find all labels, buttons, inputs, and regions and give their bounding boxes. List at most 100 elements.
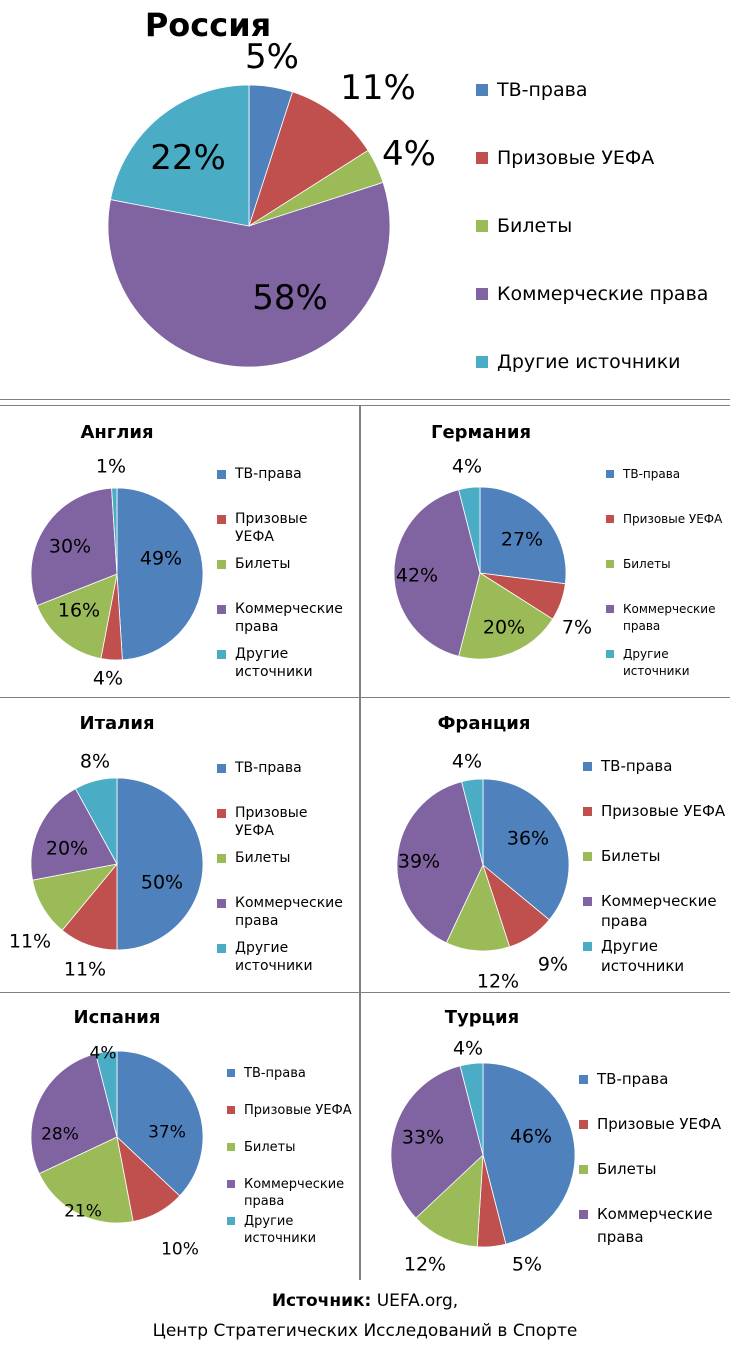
legend-label-line: источники <box>235 958 313 974</box>
legend-swatch <box>476 84 488 96</box>
legend-swatch <box>579 1074 588 1084</box>
data-label-tv-rights: 36% <box>506 827 550 850</box>
legend-swatch <box>579 1164 588 1174</box>
chart-title: Англия <box>80 421 154 443</box>
legend-label: Призовые УЕФА <box>597 1113 721 1136</box>
pie-chart <box>107 84 391 368</box>
legend-label-line: Другие источники <box>497 351 681 373</box>
legend-swatch <box>227 1069 235 1077</box>
legend-label: ТВ-права <box>244 1065 306 1082</box>
legend-label-line: Коммерческие права <box>497 283 709 305</box>
data-label-tickets: 20% <box>482 616 526 639</box>
legend-label-line: Билеты <box>601 847 661 865</box>
data-label-tickets: 4% <box>382 134 436 174</box>
legend-label-line: Другие <box>235 940 289 956</box>
legend-label-line: Призовые УЕФА <box>244 1102 352 1118</box>
legend-label: Другие источники <box>497 350 681 374</box>
pie-slice-other-sources <box>461 778 484 866</box>
legend-label: Билеты <box>601 846 660 866</box>
legend-label-line: ТВ-права <box>623 466 681 481</box>
pie-slice-commercial-rights <box>396 781 484 944</box>
pie-slice-tv-rights <box>116 487 204 661</box>
legend-swatch <box>217 469 226 479</box>
legend-label: Билеты <box>597 1158 656 1181</box>
chart-panel: Франция 36% 9% 12% 39% 4% ТВ-права Призовые УЕФ… <box>360 698 730 993</box>
legend-label-line: УЕФА <box>235 823 275 839</box>
legend-label-line: Призовые <box>235 805 308 821</box>
pie-slice-tickets <box>415 1154 484 1248</box>
legend-swatch <box>583 851 592 861</box>
legend-label-line: Билеты <box>235 850 291 866</box>
legend-swatch <box>217 943 226 953</box>
pie-slice-other-sources <box>459 1062 484 1156</box>
legend-label: Коммерческие права <box>497 282 708 306</box>
legend-label-line: ТВ-права <box>597 1069 669 1088</box>
data-label-commercial-rights: 58% <box>252 278 328 318</box>
legend-label: Другие источники <box>244 1213 316 1247</box>
pie-slice-tv-rights <box>116 777 204 951</box>
legend-label: Коммерческие права <box>623 601 715 635</box>
legend-label-line: Коммерческие <box>235 601 343 617</box>
legend-label: Коммерческие права <box>601 891 717 931</box>
data-label-commercial-rights: 33% <box>401 1126 445 1149</box>
legend-swatch <box>217 763 226 773</box>
legend-label: Другие источники <box>623 646 690 680</box>
legend-label-line: ТВ-права <box>235 760 302 776</box>
data-label-other-sources: 4% <box>451 750 483 773</box>
chart-title: Германия <box>430 421 532 443</box>
data-label-tickets: 12% <box>403 1253 447 1276</box>
legend-swatch <box>583 941 592 951</box>
data-label-commercial-rights: 42% <box>395 564 439 587</box>
legend-label-line: права <box>235 619 279 635</box>
pie-slice-commercial-rights <box>107 181 391 368</box>
data-label-other-sources: 22% <box>150 138 226 178</box>
pie-slice-tickets <box>36 573 118 659</box>
pie-slice-commercial-rights <box>30 487 118 607</box>
pie-chart <box>390 1062 576 1248</box>
source-label: Источник: <box>271 1291 372 1311</box>
legend-swatch <box>476 220 488 232</box>
source-line-2: Центр Стратегических Исследований в Спор… <box>152 1321 578 1341</box>
pie-slice-tv-rights <box>116 1050 204 1197</box>
legend-swatch <box>606 650 614 658</box>
chart-title: Испания <box>73 1006 161 1028</box>
chart-title: Франция <box>437 712 531 734</box>
legend-swatch <box>579 1119 588 1129</box>
legend-label-line: Другие <box>601 937 658 955</box>
source-org: UEFA.org, <box>376 1291 459 1311</box>
legend-swatch <box>606 560 614 568</box>
pie-chart <box>393 486 567 660</box>
legend-swatch <box>217 559 226 569</box>
data-label-tv-rights: 37% <box>148 1122 186 1143</box>
legend-label-line: права <box>244 1193 285 1209</box>
legend-label-line: Другие <box>235 646 289 662</box>
legend-label-line: источники <box>623 663 690 678</box>
pie-slice-other-sources <box>111 487 118 575</box>
chart-panel: Англия 49% 4% 16% 30% 1% ТВ-права Призовые УЕФА Б… <box>0 405 360 698</box>
legend-label-line: ТВ-права <box>497 79 588 101</box>
legend-label-line: Коммерческие <box>235 895 343 911</box>
legend-label: Призовые УЕФА <box>235 510 307 546</box>
pie-slice-other-sources <box>95 1050 118 1138</box>
legend-swatch <box>606 470 614 478</box>
chart-title: Италия <box>79 712 155 734</box>
data-label-uefa-prizes: 9% <box>537 953 569 976</box>
legend-label-line: Билеты <box>235 556 291 572</box>
data-label-other-sources: 4% <box>451 455 483 478</box>
data-label-tv-rights: 50% <box>140 871 184 894</box>
data-label-uefa-prizes: 11% <box>340 68 416 108</box>
chart-panel: Италия 50% 11% 11% 20% 8% ТВ-права Призовые УЕФА… <box>0 698 360 993</box>
legend-label-line: Билеты <box>497 215 573 237</box>
data-label-commercial-rights: 39% <box>397 850 441 873</box>
pie-slice-commercial-rights <box>390 1065 484 1219</box>
legend-swatch <box>476 288 488 300</box>
legend-label: Другие источники <box>235 645 313 681</box>
legend-label-line: Коммерческие <box>597 1204 713 1223</box>
pie-slice-other-sources <box>75 777 118 865</box>
legend-label-line: ТВ-права <box>601 757 673 775</box>
legend-swatch <box>476 356 488 368</box>
data-label-commercial-rights: 20% <box>45 837 89 860</box>
pie-slice-tickets <box>38 1136 134 1224</box>
legend-label: ТВ-права <box>623 466 680 483</box>
legend-label-line: Призовые <box>235 511 308 527</box>
